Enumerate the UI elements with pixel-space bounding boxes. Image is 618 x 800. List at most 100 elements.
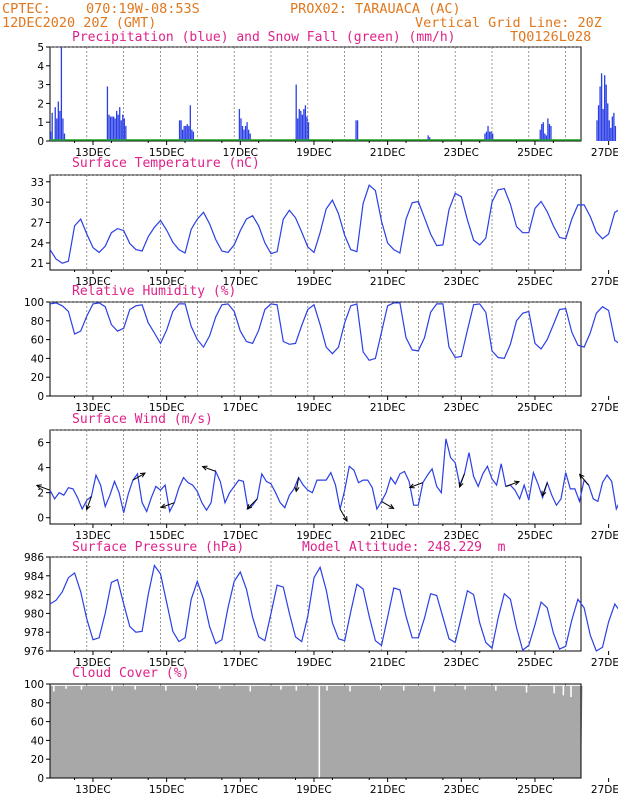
- y-tick-label: 20: [31, 754, 44, 766]
- header-grid-note: Vertical Grid Line: 20Z: [415, 15, 602, 31]
- precip-bar: [541, 124, 543, 141]
- precip-bar: [192, 131, 195, 141]
- precip-bar: [490, 131, 492, 141]
- y-tick-label: 0: [37, 773, 44, 785]
- precip-bar: [63, 133, 66, 141]
- y-tick-label: 980: [24, 608, 44, 620]
- precip-bar: [608, 120, 610, 141]
- pressure-title: Surface Pressure (hPa): [72, 540, 245, 555]
- x-tick-label: 17DEC: [223, 276, 258, 288]
- x-tick-label: 25DEC: [517, 402, 552, 414]
- precip-bar: [112, 116, 115, 141]
- precip-bar: [491, 133, 494, 141]
- plot-frame: [49, 429, 582, 525]
- temperature-title: Surface Temperature (nC): [72, 156, 260, 171]
- header-code: TQ0126L028: [510, 29, 592, 45]
- precip-bar: [545, 135, 548, 141]
- wind-arrow-head: [139, 472, 146, 478]
- cloud-area: [50, 685, 583, 778]
- precip-bar: [244, 125, 247, 141]
- precip-bar: [600, 73, 603, 141]
- y-tick-label: 4: [37, 61, 44, 73]
- precip-bar: [191, 129, 193, 141]
- x-tick-label: 21DEC: [370, 784, 405, 796]
- precip-bar: [178, 120, 181, 141]
- x-tick-label: 13DEC: [75, 784, 110, 796]
- precip-title: Precipitation (blue) and Snow Fall (gree…: [72, 30, 456, 45]
- y-tick-label: 40: [31, 353, 44, 365]
- precip-bar: [614, 125, 617, 141]
- precip-bar: [356, 120, 359, 141]
- wind-arrow: [132, 472, 146, 481]
- precip-bar: [57, 101, 59, 141]
- x-tick-label: 23DEC: [444, 784, 479, 796]
- series-line: [49, 184, 618, 264]
- precip-bar: [484, 133, 486, 141]
- x-tick-label: 19DEC: [296, 147, 331, 159]
- precip-bar: [610, 127, 612, 141]
- precip-bar: [122, 114, 124, 141]
- y-tick-label: 80: [31, 316, 44, 328]
- precip-bar: [115, 110, 118, 141]
- precip-bar: [427, 135, 429, 141]
- x-tick-label: 21DEC: [370, 147, 405, 159]
- wind-arrow: [459, 473, 465, 488]
- precip-bar: [51, 112, 53, 141]
- precip-bar: [243, 129, 245, 141]
- precip-bar: [487, 125, 489, 141]
- precip-bar: [238, 109, 241, 141]
- y-tick-label: 982: [24, 590, 44, 602]
- header: CPTEC: 070:19W-08:53S PROX02: TARAUACA (…: [0, 0, 618, 46]
- x-tick-label: 15DEC: [149, 530, 184, 542]
- x-tick-label: 17DEC: [223, 784, 258, 796]
- y-tick-label: 978: [24, 627, 44, 639]
- precip-bar: [297, 118, 299, 141]
- y-tick-label: 6: [37, 438, 44, 450]
- plot-frame: [49, 683, 582, 779]
- precip-bar: [247, 129, 250, 141]
- x-tick-label: 15DEC: [149, 276, 184, 288]
- precip-bar: [300, 110, 302, 141]
- x-tick-label: 17DEC: [223, 657, 258, 669]
- y-tick-label: 27: [31, 218, 44, 230]
- precip-bar: [548, 124, 551, 141]
- wind-arrow-head: [458, 481, 464, 489]
- precip-bar: [50, 131, 52, 141]
- wind-arrow: [202, 466, 216, 472]
- precip-bar: [125, 125, 127, 141]
- x-tick-label: 17DEC: [223, 147, 258, 159]
- header-station: PROX02: TARAUACA (AC): [290, 1, 461, 17]
- precip-bar: [544, 133, 546, 141]
- precip-bar: [56, 118, 58, 141]
- precip-bar: [111, 116, 113, 141]
- precip-bar: [604, 75, 606, 141]
- x-tick-label: 21DEC: [370, 402, 405, 414]
- precip-bar: [109, 116, 112, 141]
- x-tick-label: 25DEC: [517, 276, 552, 288]
- x-tick-label: 25DEC: [517, 530, 552, 542]
- y-tick-label: 80: [31, 698, 44, 710]
- precip-bar: [54, 107, 56, 141]
- precip-bar: [542, 122, 544, 141]
- precip-bar: [181, 129, 184, 141]
- wind-arrow-head: [408, 483, 415, 489]
- x-tick-label: 19DEC: [296, 402, 331, 414]
- x-tick-label: 15DEC: [149, 784, 184, 796]
- x-tick-label: 21DEC: [370, 530, 405, 542]
- x-tick-label: 13DEC: [75, 530, 110, 542]
- y-tick-label: 40: [31, 735, 44, 747]
- wind-arrow-head: [578, 473, 585, 480]
- header-location: 070:19W-08:53S: [86, 1, 200, 17]
- x-tick-label: 15DEC: [149, 657, 184, 669]
- precip-bar: [301, 114, 303, 141]
- x-tick-label: 27DEC: [591, 657, 618, 669]
- wind-arrow: [86, 496, 92, 510]
- precip-bar: [611, 116, 613, 141]
- x-tick-label: 25DEC: [517, 784, 552, 796]
- precip-bar: [183, 125, 185, 141]
- precip-bar: [547, 118, 549, 141]
- precip-bar: [298, 109, 300, 141]
- y-tick-label: 5: [37, 42, 44, 54]
- precip-bar: [550, 125, 552, 141]
- x-tick-label: 19DEC: [296, 276, 331, 288]
